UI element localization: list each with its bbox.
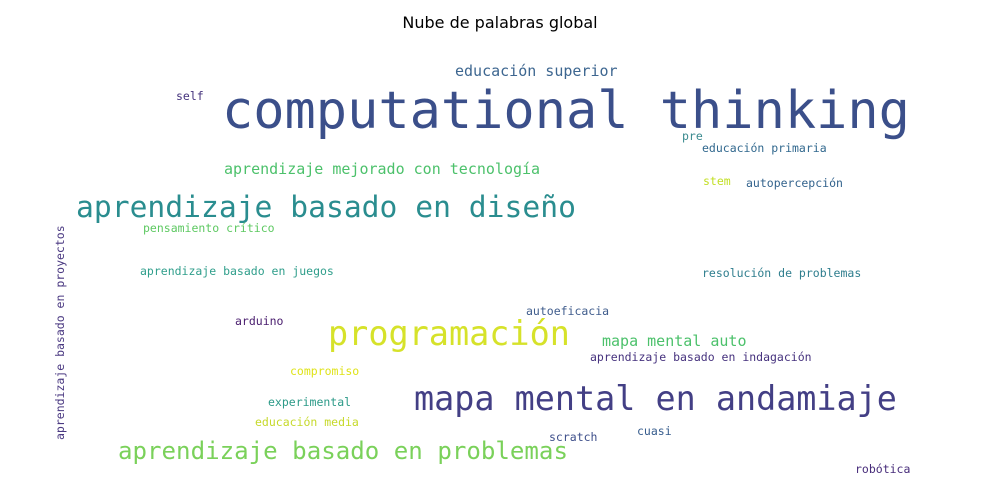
word-scratch: scratch (549, 430, 597, 444)
word-pre: pre (682, 129, 703, 143)
word-experimental: experimental (268, 395, 351, 409)
word-educación-primaria: educación primaria (702, 141, 827, 155)
word-robótica: robótica (855, 462, 910, 476)
word-aprendizaje-mejorado-con-tecnología: aprendizaje mejorado con tecnología (224, 160, 540, 178)
word-pensamiento-crítico: pensamiento crítico (143, 221, 275, 235)
word-resolución-de-problemas: resolución de problemas (702, 266, 861, 280)
word-autoeficacia: autoeficacia (526, 304, 609, 318)
word-aprendizaje-basado-en-juegos: aprendizaje basado en juegos (140, 264, 334, 278)
word-educación-superior: educación superior (455, 62, 618, 80)
chart-title: Nube de palabras global (402, 13, 597, 32)
words-group: computational thinking aprendizaje basado… (53, 62, 910, 476)
word-computational-thinking: computational thinking (222, 81, 910, 141)
word-stem: stem (703, 174, 731, 188)
word-aprendizaje-basado-en-problemas: aprendizaje basado en problemas (118, 437, 568, 465)
word-programación: programación (328, 314, 570, 353)
word-compromiso: compromiso (290, 364, 359, 378)
word-cuasi: cuasi (637, 424, 672, 438)
word-autopercepción: autopercepción (746, 176, 843, 190)
word-aprendizaje-basado-en-diseño: aprendizaje basado en diseño (76, 189, 576, 224)
word-mapa-mental-auto: mapa mental auto (602, 332, 747, 350)
word-arduino: arduino (235, 314, 284, 328)
word-mapa-mental-en-andamiaje: mapa mental en andamiaje (414, 379, 897, 418)
word-aprendizaje-basado-en-indagación: aprendizaje basado en indagación (590, 350, 812, 364)
word-aprendizaje-basado-en-proyectos: aprendizaje basado en proyectos (53, 225, 67, 440)
word-educación-media: educación media (255, 415, 359, 429)
word-self: self (176, 89, 204, 103)
